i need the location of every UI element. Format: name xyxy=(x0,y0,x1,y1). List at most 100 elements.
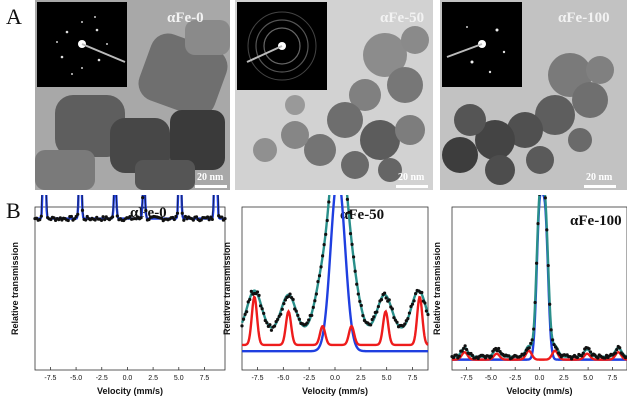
data-line-1 xyxy=(34,195,226,222)
data-point-2-22 xyxy=(274,320,278,324)
data-point-2-15 xyxy=(263,318,267,323)
data-point-3-1 xyxy=(451,355,456,360)
scale-bar-2 xyxy=(396,185,428,188)
fit-curve-2-2 xyxy=(242,294,429,347)
data-point-2-4 xyxy=(246,300,250,304)
data-point-2-1 xyxy=(241,317,246,321)
scale-text-2: 20 nm xyxy=(398,172,425,183)
spectrum-title-2: αFe-50 xyxy=(340,207,384,223)
data-point-3-64 xyxy=(543,196,547,200)
data-point-2-52 xyxy=(321,254,325,258)
data-point-2-85 xyxy=(372,315,376,319)
data-point-2-33 xyxy=(291,297,295,302)
tem-image-1: αFe-0 20 nm xyxy=(35,0,230,190)
data-point-3-54 xyxy=(529,341,533,345)
fit-curve-3-2 xyxy=(452,349,627,361)
data-point-3-115 xyxy=(618,346,622,350)
data-point-3-113 xyxy=(615,348,619,352)
tem-image-2: αFe-50 20 nm xyxy=(235,0,433,190)
data-point-2-49 xyxy=(316,280,320,284)
data-point-3-39 xyxy=(507,354,511,358)
data-point-2-31 xyxy=(288,292,292,296)
data-point-2-97 xyxy=(390,307,394,311)
data-point-3-18 xyxy=(476,356,480,361)
data-point-2-116 xyxy=(420,290,424,295)
plot-frame-3 xyxy=(451,206,627,371)
data-point-3-50 xyxy=(523,351,527,356)
data-point-3-3 xyxy=(454,353,458,357)
x-tick-label-3-3: 0.0 xyxy=(535,375,545,382)
data-point-2-54 xyxy=(324,232,328,236)
x-tick-label-3-6: 7.5 xyxy=(608,375,618,382)
x-tick-label-3-2: -2.5 xyxy=(509,375,521,382)
data-point-2-45 xyxy=(310,313,314,318)
data-point-3-60 xyxy=(538,195,541,196)
data-point-2-35 xyxy=(294,309,298,313)
data-point-3-58 xyxy=(534,261,539,265)
data-point-2-50 xyxy=(317,274,322,278)
scale-bar-3 xyxy=(584,185,616,188)
saed-inset-1 xyxy=(37,2,127,87)
x-tick-label-3-1: -5.0 xyxy=(485,375,497,382)
data-point-2-112 xyxy=(414,291,418,296)
x-tick-label-2-4: 2.5 xyxy=(356,375,366,382)
data-point-2-100 xyxy=(395,320,399,324)
y-axis-label-1: Relative transmission xyxy=(10,242,20,335)
y-axis-label-3: Relative transmission xyxy=(432,242,442,335)
data-point-2-46 xyxy=(311,305,315,310)
data-point-3-105 xyxy=(603,356,607,360)
tem-particles-1 xyxy=(35,0,230,190)
data-point-2-72 xyxy=(352,255,356,259)
data-point-3-9 xyxy=(463,344,467,348)
data-point-3-53 xyxy=(527,346,531,350)
tem-image-3: αFe-100 20 nm xyxy=(440,0,627,190)
data-point-2-76 xyxy=(358,299,362,303)
data-point-3-67 xyxy=(548,302,552,306)
data-point-2-120 xyxy=(426,312,430,317)
data-point-2-11 xyxy=(257,293,261,297)
data-point-2-21 xyxy=(272,324,277,328)
x-tick-label-2-6: 7.5 xyxy=(408,375,418,382)
data-point-3-89 xyxy=(580,354,584,358)
data-point-2-92 xyxy=(383,291,387,295)
data-point-3-10 xyxy=(464,347,469,352)
data-point-2-84 xyxy=(370,317,374,322)
data-point-3-27 xyxy=(489,354,493,358)
x-tick-label-1-0: -7.5 xyxy=(44,375,56,382)
data-point-2-2 xyxy=(243,312,247,316)
data-point-3-69 xyxy=(551,338,555,342)
data-point-3-14 xyxy=(470,353,475,358)
data-point-2-69 xyxy=(347,210,351,214)
data-point-2-12 xyxy=(259,304,263,308)
x-tick-label-1-1: -5.0 xyxy=(70,375,82,382)
data-point-2-10 xyxy=(255,290,260,294)
x-tick-label-2-1: -5.0 xyxy=(277,375,289,382)
data-point-3-68 xyxy=(549,328,553,332)
x-tick-label-1-4: 2.5 xyxy=(148,375,158,382)
data-point-2-71 xyxy=(350,242,354,246)
data-point-2-47 xyxy=(313,299,317,303)
panel-letter-a: A xyxy=(6,4,22,29)
data-point-3-94 xyxy=(587,347,591,351)
data-point-2-56 xyxy=(327,200,331,204)
data-point-3-8 xyxy=(462,346,466,350)
data-point-3-59 xyxy=(536,222,540,226)
data-point-3-65 xyxy=(545,228,549,232)
data-point-2-74 xyxy=(355,282,359,286)
data-point-3-57 xyxy=(533,300,537,305)
x-axis-label-1: Velocity (mm/s) xyxy=(97,386,163,396)
data-point-2-118 xyxy=(423,301,427,305)
spectrum-title-3: αFe-100 xyxy=(570,213,622,229)
data-point-2-95 xyxy=(387,298,391,302)
data-point-2-36 xyxy=(296,313,300,317)
data-point-2-107 xyxy=(406,316,410,321)
scale-bar-1 xyxy=(195,185,227,188)
scale-text-1: 20 nm xyxy=(197,172,224,183)
data-point-2-23 xyxy=(276,317,280,321)
data-point-2-105 xyxy=(403,322,407,326)
data-point-3-112 xyxy=(613,351,617,355)
x-tick-label-2-0: -7.5 xyxy=(251,375,263,382)
x-tick-label-3-0: -7.5 xyxy=(461,375,473,382)
data-point-2-78 xyxy=(361,313,365,318)
data-point-2-26 xyxy=(280,307,284,311)
